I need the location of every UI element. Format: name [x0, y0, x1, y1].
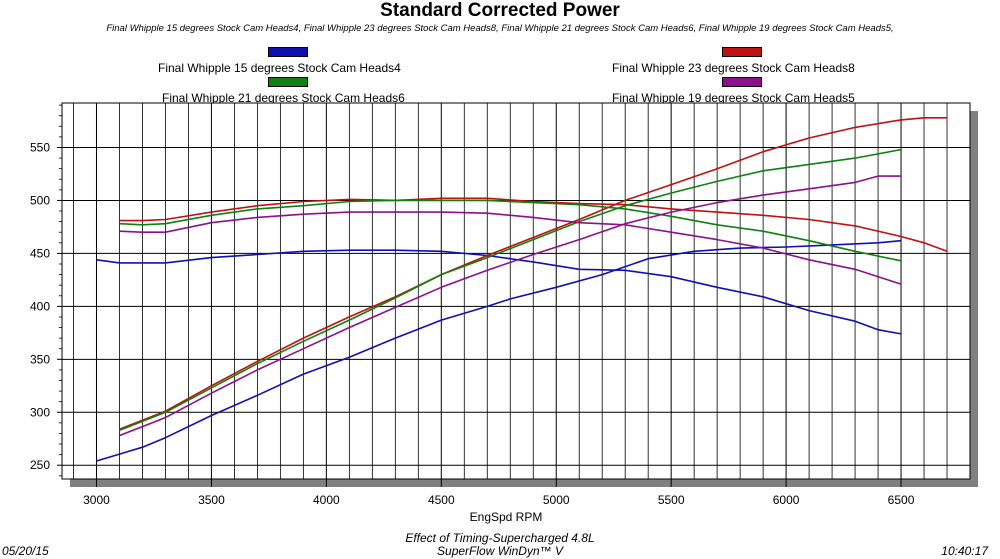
series-3-torque-line [119, 199, 902, 262]
series-1-hp-line [96, 239, 902, 462]
x-tick-label: 5000 [543, 493, 570, 507]
legend-label-2: Final Whipple 23 degrees Stock Cam Heads… [612, 61, 855, 75]
series-4-hp-line [119, 175, 901, 437]
y-tick-label: 450 [30, 246, 50, 260]
x-tick-label: 4500 [428, 493, 455, 507]
legend-swatch-1 [268, 47, 308, 57]
legend-label-3: Final Whipple 21 degrees Stock Cam Heads… [162, 91, 405, 105]
y-tick-label: 250 [30, 458, 50, 472]
chart-title: Standard Corrected Power [380, 0, 620, 21]
series-2-hp-line [119, 117, 947, 430]
x-tick-label: 5500 [658, 493, 685, 507]
footer-date: 05/20/15 [2, 544, 49, 558]
x-tick-label: 6500 [888, 493, 915, 507]
footer-caption: Effect of Timing-Supercharged 4.8L [405, 531, 595, 545]
series-3-hp-line [119, 148, 902, 432]
legend-label-4: Final Whipple 19 degrees Stock Cam Heads… [612, 91, 855, 105]
y-tick-label: 550 [30, 140, 50, 154]
x-tick-label: 3000 [83, 493, 110, 507]
legend-swatch-2 [722, 47, 762, 57]
footer-software: SuperFlow WinDyn™ V [437, 544, 563, 558]
x-axis-label: EngSpd RPM [470, 510, 543, 524]
plot-area [61, 102, 971, 480]
y-tick-label: 350 [30, 352, 50, 366]
series-1-torque-line [96, 249, 902, 335]
chart-subtitle: Final Whipple 15 degrees Stock Cam Heads… [106, 23, 894, 34]
footer-time: 10:40:17 [941, 544, 988, 558]
x-tick-label: 6000 [773, 493, 800, 507]
x-tick-label: 3500 [198, 493, 225, 507]
y-tick-label: 400 [30, 299, 50, 313]
y-tick-label: 500 [30, 193, 50, 207]
series-2-torque-line [119, 197, 948, 253]
x-tick-label: 4000 [313, 493, 340, 507]
legend-swatch-3 [268, 77, 308, 87]
y-tick-label: 300 [30, 405, 50, 419]
legend-label-1: Final Whipple 15 degrees Stock Cam Heads… [158, 61, 401, 75]
legend-swatch-4 [722, 77, 762, 87]
series-4-torque-line [119, 211, 902, 285]
